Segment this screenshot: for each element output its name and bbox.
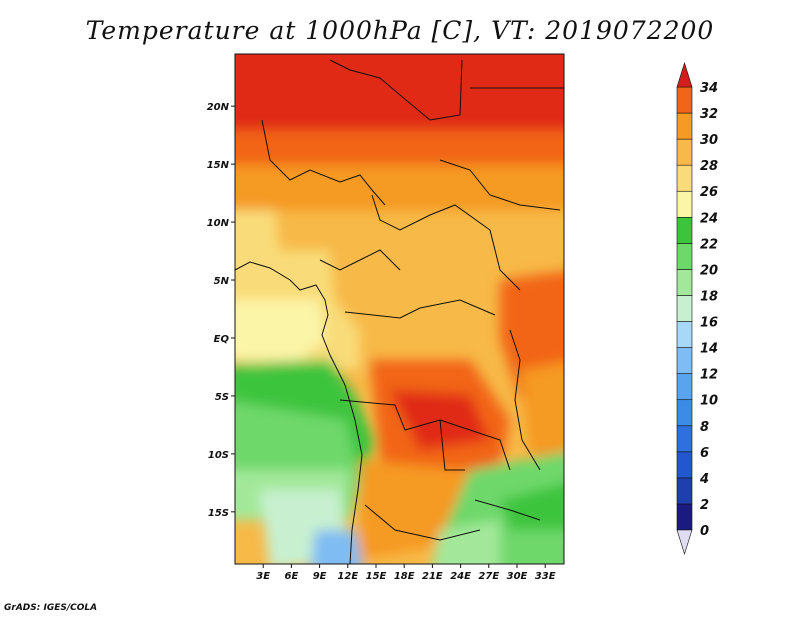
colorbar-swatch: [676, 269, 693, 296]
lon-tick-label: 12E: [337, 571, 358, 582]
grads-credit: GrADS: IGES/COLA: [4, 603, 98, 613]
colorbar-swatch: [676, 112, 693, 140]
colorbar-label: 6: [700, 446, 709, 461]
colorbar-label: 34: [700, 81, 718, 96]
colorbar-swatch: [676, 164, 693, 192]
colorbar-label: 20: [700, 263, 718, 278]
lat-tick-label: 15S: [208, 508, 229, 519]
colorbar-label: 10: [700, 394, 718, 409]
country-boundaries: [235, 59, 564, 564]
latitude-axis: 20N 15N 10N 5N EQ 5S 10S 15S: [207, 102, 235, 519]
colorbar-swatch: [676, 295, 693, 322]
colorbar-swatch: [676, 243, 693, 270]
colorbar-label: 14: [700, 342, 718, 357]
colorbar-label: 28: [700, 159, 718, 174]
lon-tick-label: 33E: [535, 571, 556, 582]
lon-tick-label: 15E: [366, 571, 387, 582]
colorbar-upper-extend: [676, 61, 693, 88]
colorbar-label: 22: [700, 237, 718, 252]
temperature-field: [235, 54, 564, 564]
lat-tick-label: 10N: [207, 218, 230, 229]
colorbar-swatch: [676, 451, 693, 479]
lon-tick-label: 6E: [285, 571, 299, 582]
lon-tick-label: 3E: [256, 571, 270, 582]
colorbar-swatch: [676, 138, 693, 166]
colorbar-label: 4: [699, 472, 709, 487]
lat-tick-label: 5S: [215, 392, 229, 403]
map-title: Temperature at 1000hPa [C], VT: 20190722…: [85, 16, 715, 45]
longitude-axis: 3E 6E 9E 12E 15E 18E 21E 24E 27E 30E 33E: [256, 564, 556, 582]
lat-tick-label: 5N: [214, 276, 230, 287]
lat-tick-label: EQ: [214, 334, 230, 345]
lat-tick-label: 20N: [207, 102, 230, 113]
lon-tick-label: 9E: [313, 571, 327, 582]
colorbar-label: 0: [700, 524, 709, 539]
colorbar-label: 26: [700, 185, 718, 200]
colorbar-swatch: [676, 347, 693, 374]
lat-tick-label: 10S: [208, 450, 229, 461]
colorbar-swatch: [676, 425, 693, 453]
lon-tick-label: 21E: [422, 571, 443, 582]
colorbar-swatch: [676, 321, 693, 348]
colorbar-label: 24: [700, 211, 718, 226]
colorbar-swatch: [676, 477, 693, 505]
lon-tick-label: 24E: [450, 571, 471, 582]
colorbar-swatch: [676, 190, 693, 218]
lon-tick-label: 27E: [478, 571, 499, 582]
lon-tick-label: 30E: [507, 571, 528, 582]
colorbar-label: 16: [700, 316, 718, 331]
colorbar-label: 18: [700, 289, 718, 304]
colorbar-swatch: [676, 399, 693, 427]
colorbar-swatch: [676, 86, 693, 114]
colorbar-swatch: [676, 503, 693, 531]
lat-tick-label: 15N: [207, 160, 230, 171]
plot-frame: [234, 53, 565, 565]
colorbar-label: 32: [700, 107, 718, 122]
colorbar-lower-extend: [676, 529, 693, 556]
colorbar-swatch: [676, 373, 693, 401]
colorbar-swatch: [676, 216, 693, 244]
colorbar-label: 12: [700, 368, 718, 383]
colorbar-label: 8: [700, 420, 709, 435]
lon-tick-label: 18E: [394, 571, 415, 582]
colorbar-label: 30: [700, 133, 718, 148]
colorbar-label: 2: [700, 498, 709, 513]
